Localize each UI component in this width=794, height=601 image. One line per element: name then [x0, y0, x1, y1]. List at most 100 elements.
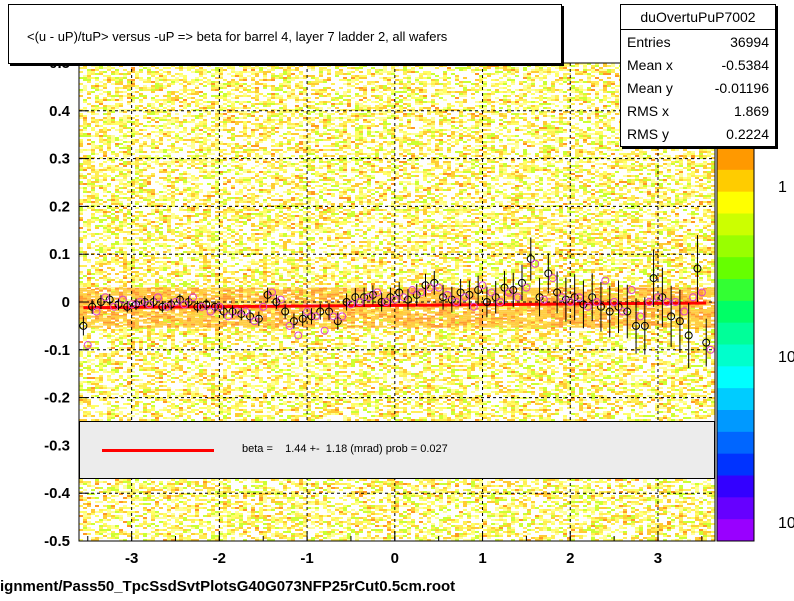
stat-label: RMS y: [627, 126, 669, 142]
data-point-alt: [443, 290, 452, 299]
data-point-alt: [232, 307, 241, 316]
points-layer: [79, 235, 715, 368]
data-point: [702, 338, 711, 347]
x-tick-label: -1: [300, 550, 313, 567]
data-point: [491, 293, 500, 302]
y-tick-label: 0: [62, 294, 70, 311]
axes-layer: -3 -2 -1 0 1 2 3 -0.5 -0.4 -0.3 -0.2 -0.1 0 0.1 0.2 0.3…: [44, 55, 716, 567]
fit-legend: beta = 1.44 +- 1.18 (mrad) prob = 0.027: [79, 421, 715, 479]
colorbar-band: [717, 148, 754, 171]
data-point-alt: [452, 298, 461, 306]
colorbar-band: [717, 388, 754, 411]
data-point-alt: [303, 307, 312, 316]
data-point-alt: [346, 300, 355, 309]
data-point: [96, 298, 105, 306]
data-point-alt: [92, 307, 101, 316]
data-point-alt: [399, 293, 408, 302]
colorbar-band: [717, 497, 754, 520]
colorbar-band: [717, 431, 754, 455]
data-point-alt: [531, 259, 540, 268]
stat-row-mean-y: Mean y -0.01196: [627, 80, 769, 102]
data-point-alt: [566, 298, 575, 306]
stats-box: duOvertuPuP7002 Entries 36994 Mean x -0.…: [620, 4, 776, 147]
legend-fit-text: beta = 1.44 +- 1.18 (mrad) prob = 0.027: [242, 443, 448, 455]
data-point-alt: [504, 288, 513, 297]
data-point-alt: [180, 300, 189, 309]
data-point-alt: [171, 298, 180, 306]
data-point-alt: [276, 295, 285, 304]
y-tick-label: -0.4: [44, 485, 71, 502]
data-point: [403, 295, 412, 304]
data-point: [202, 300, 211, 309]
data-point-alt: [118, 295, 127, 304]
data-point-alt: [189, 293, 198, 302]
data-point-alt: [601, 276, 610, 285]
data-point: [149, 298, 158, 306]
stat-label: Mean y: [627, 80, 673, 96]
data-point: [553, 288, 562, 297]
data-point: [605, 307, 614, 316]
data-point: [421, 281, 430, 290]
colorbar-band: [717, 519, 754, 542]
data-point-alt: [338, 312, 347, 321]
data-point-alt: [373, 288, 382, 297]
stat-row-rms-y: RMS y 0.2224: [627, 126, 769, 148]
data-point: [570, 293, 579, 302]
colorbar-frame: [716, 147, 755, 542]
data-point-alt: [671, 298, 680, 306]
data-point: [342, 298, 351, 306]
colorbar-band: [717, 191, 754, 214]
data-point: [263, 290, 272, 299]
data-point: [588, 293, 597, 302]
stat-row-mean-x: Mean x -0.5384: [627, 57, 769, 79]
stat-label: Entries: [627, 34, 671, 50]
y-tick-label: -0.1: [44, 342, 70, 359]
data-point: [237, 309, 246, 318]
file-name-footer: ignment/Pass50_TpcSsdSvtPlotsG40G073NFP2…: [0, 578, 794, 595]
data-point: [210, 302, 219, 311]
data-point: [579, 300, 588, 309]
stat-row-rms-x: RMS x 1.869: [627, 103, 769, 125]
y-tick-label: 0.3: [49, 151, 70, 168]
stat-row-entries: Entries 36994: [627, 34, 769, 56]
x-tick-label: -2: [213, 550, 226, 567]
data-point-alt: [127, 300, 136, 309]
data-point-alt: [355, 298, 364, 306]
y-tick-label: -0.2: [44, 390, 70, 407]
data-point-alt: [417, 288, 426, 297]
data-point: [158, 302, 167, 311]
data-point: [596, 302, 605, 311]
data-point: [474, 286, 483, 295]
y-tick-label: -0.5: [44, 533, 70, 550]
colorbar-band: [717, 410, 754, 433]
data-point-alt: [311, 312, 320, 321]
data-point-alt: [215, 302, 224, 311]
data-point: [535, 293, 544, 302]
data-point-alt: [390, 295, 399, 304]
colorbar-band: [717, 366, 754, 389]
data-point: [377, 298, 386, 306]
legend-fit-line-swatch: [102, 449, 214, 452]
stats-title: duOvertuPuP7002: [621, 5, 775, 30]
data-point-alt: [294, 331, 303, 340]
data-point-alt: [618, 307, 627, 316]
data-point: [640, 321, 649, 330]
data-point: [79, 321, 88, 330]
data-point-alt: [101, 293, 110, 302]
data-point: [360, 293, 369, 302]
data-point-alt: [145, 300, 154, 309]
data-point: [482, 298, 491, 306]
stat-label: Mean x: [627, 57, 673, 73]
data-point: [140, 298, 149, 306]
data-point: [561, 295, 570, 304]
colorbar-band: [717, 300, 754, 324]
data-point: [675, 317, 684, 326]
data-point-alt: [548, 274, 557, 283]
data-point-alt: [662, 298, 671, 306]
data-point: [105, 295, 114, 304]
data-point-alt: [680, 307, 689, 316]
data-point-alt: [267, 288, 276, 297]
data-point-alt: [83, 341, 92, 350]
data-point-alt: [382, 298, 391, 306]
y-tick-label: -0.3: [44, 437, 70, 454]
